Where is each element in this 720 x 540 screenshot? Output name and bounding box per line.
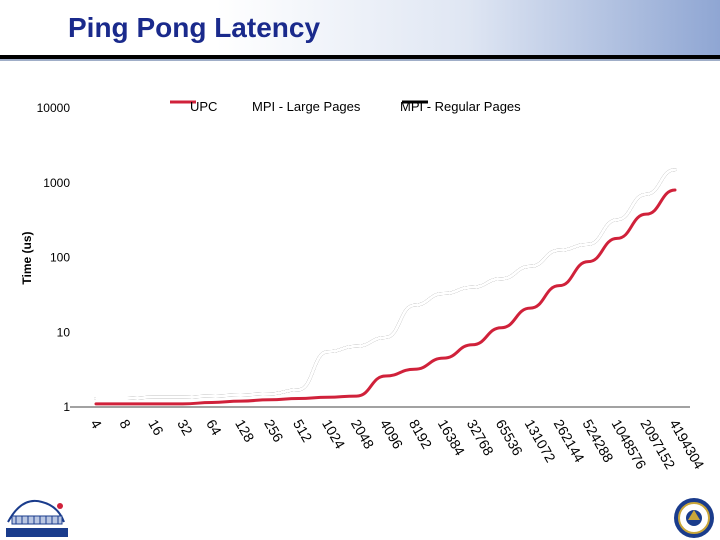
- page-title: Ping Pong Latency: [68, 12, 321, 43]
- legend-label: UPC: [190, 99, 217, 114]
- y-tick-label: 10: [57, 325, 71, 339]
- series-line-mpi-regular-pages: [94, 168, 677, 400]
- x-tick-label: 64: [203, 417, 225, 439]
- x-tick-label: 32: [174, 417, 196, 439]
- x-tick-label: 128: [232, 417, 258, 445]
- y-tick-label: 1000: [43, 176, 70, 190]
- x-tick-label: 16384: [435, 417, 468, 459]
- legend-label: MPI - Large Pages: [252, 99, 361, 114]
- x-tick-label: 2048: [348, 417, 378, 452]
- legend: UPC MPI - Large Pages MPI - Regular Pages: [170, 99, 521, 114]
- x-tick-label: 4: [87, 417, 105, 432]
- x-tick-label: 65536: [493, 417, 526, 459]
- x-tick-label: 32768: [464, 417, 497, 459]
- legend-label: MPI - Regular Pages: [400, 99, 521, 114]
- x-tick-label: 16: [145, 417, 167, 439]
- x-tick-label: 512: [290, 417, 316, 445]
- x-tick-label: 8192: [406, 417, 436, 452]
- y-tick-label: 1: [63, 400, 70, 414]
- x-tick-label: 4096: [377, 417, 407, 452]
- x-axis-ticks: 4 8 16 32 64 128 256 512 1024 2048 4096 8192 1638432…: [87, 417, 707, 472]
- y-tick-label: 100: [50, 251, 70, 265]
- series-line-upc: [94, 188, 677, 406]
- header-band: [0, 0, 720, 58]
- series-lines: [94, 168, 677, 406]
- header-rule-secondary: [0, 59, 720, 61]
- x-tick-label: 8: [116, 417, 134, 432]
- y-tick-label: 10000: [37, 101, 71, 115]
- x-tick-label: 1024: [319, 417, 349, 452]
- x-tick-label: 256: [261, 417, 287, 445]
- berkeley-lab-logo: [6, 500, 68, 537]
- y-axis-label: Time (us): [20, 231, 34, 284]
- series-line-mpi-large-pages: [94, 168, 677, 400]
- y-axis-ticks: 10000 1000 100 10 1: [37, 101, 71, 414]
- header-rule: [0, 55, 720, 59]
- university-seal-logo: [674, 498, 714, 538]
